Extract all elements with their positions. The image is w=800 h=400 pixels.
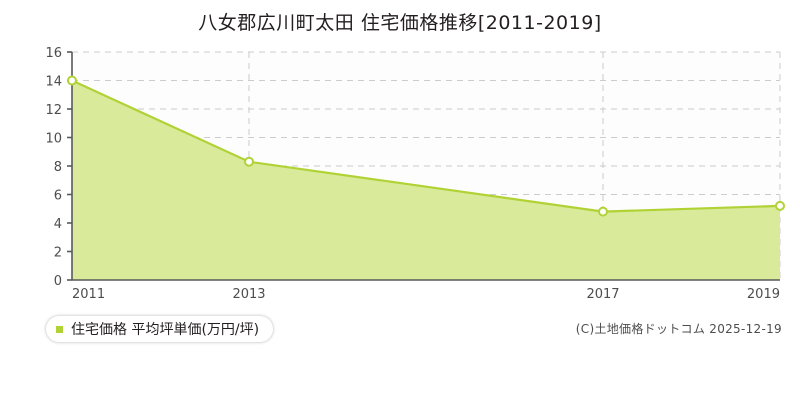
x-axis-tick-label: 2013 xyxy=(232,287,265,302)
data-point-marker xyxy=(775,200,785,211)
y-axis-tick-labels: 0 2 4 6 8 10 12 14 16 xyxy=(45,46,62,289)
y-axis-tick-label: 12 xyxy=(45,103,62,118)
data-point-marker xyxy=(244,156,254,167)
legend-label: 住宅価格 平均坪単価(万円/坪) xyxy=(71,322,260,338)
area-series-group xyxy=(71,79,781,280)
data-point-marker xyxy=(598,206,608,217)
legend-color-swatch xyxy=(56,325,63,333)
chart-title: 八女郡広川町太田 住宅価格推移[2011-2019] xyxy=(198,12,602,34)
data-point-markers-group xyxy=(67,75,785,217)
x-axis-tick-label: 2019 xyxy=(747,287,780,302)
y-axis-tick-label: 16 xyxy=(45,46,62,61)
x-axis-tick-label: 2011 xyxy=(72,287,105,302)
series-area-fill xyxy=(72,80,780,280)
data-point-marker xyxy=(67,75,77,86)
y-axis-tick-label: 2 xyxy=(54,246,62,261)
x-axis-tick-label: 2017 xyxy=(586,287,619,302)
y-axis-tick-label: 14 xyxy=(45,75,62,90)
chart-legend: 住宅価格 平均坪単価(万円/坪) xyxy=(46,316,274,342)
y-axis-tick-label: 8 xyxy=(54,160,62,175)
series-line xyxy=(71,79,781,213)
x-axis-tick-labels: 2011 2013 2017 2019 xyxy=(72,287,780,302)
y-axis-tick-label: 10 xyxy=(45,132,62,147)
y-axis-tick-label: 0 xyxy=(54,274,62,289)
copyright-credit: (C)土地価格ドットコム 2025-12-19 xyxy=(575,322,782,336)
y-axis-tick-label: 6 xyxy=(54,189,62,204)
y-axis-tick-label: 4 xyxy=(54,217,62,232)
